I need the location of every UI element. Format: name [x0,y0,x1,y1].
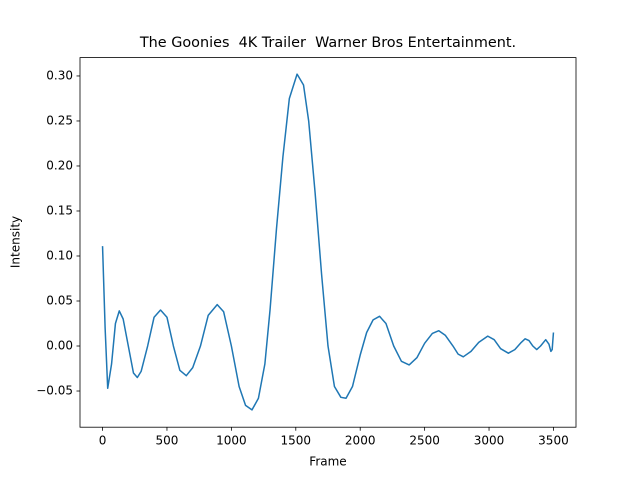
x-tick-label: 2500 [409,434,440,448]
y-tick-label: 0.20 [46,158,73,172]
plot-frame [79,57,577,428]
x-tick-label: 2000 [345,434,376,448]
data-line [101,73,555,411]
x-tick-label: 0 [99,434,107,448]
x-tick-label: 500 [156,434,179,448]
x-axis-label: Frame [309,455,346,469]
y-tick-label: 0.25 [46,113,73,127]
x-tick-label: 3000 [474,434,505,448]
x-tick-label: 1000 [216,434,247,448]
y-tick-label: 0.30 [46,68,73,82]
y-tick-label: −0.05 [36,384,73,398]
x-tick-label: 3500 [538,434,569,448]
y-axis-label: Intensity [9,216,23,268]
y-tick-label: 0.05 [46,293,73,307]
chart-title: The Goonies 4K Trailer Warner Bros Enter… [139,35,516,51]
y-tick-label: 0.00 [46,339,73,353]
y-tick-label: 0.10 [46,248,73,262]
x-tick-label: 1500 [281,434,312,448]
y-tick-label: 0.15 [46,203,73,217]
